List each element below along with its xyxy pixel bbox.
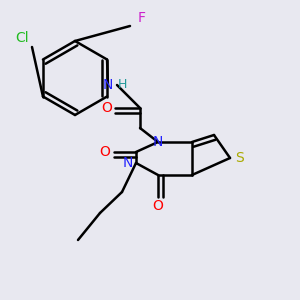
Text: S: S <box>236 151 244 165</box>
Text: Cl: Cl <box>15 31 29 45</box>
Text: H: H <box>117 79 127 92</box>
Text: N: N <box>103 78 113 92</box>
Text: N: N <box>123 156 133 170</box>
Text: N: N <box>153 135 163 149</box>
Text: O: O <box>100 145 110 159</box>
Text: O: O <box>102 101 112 115</box>
Text: O: O <box>153 199 164 213</box>
Text: F: F <box>138 11 146 25</box>
